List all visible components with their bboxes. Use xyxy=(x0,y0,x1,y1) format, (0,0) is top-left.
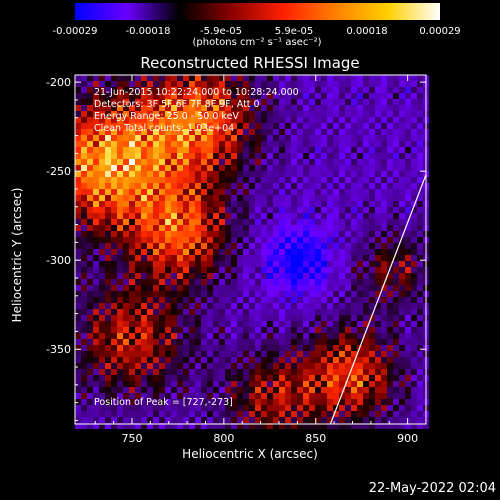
colorbar-tick-label: 5.9e-05 xyxy=(274,26,314,37)
x-tick-label: 800 xyxy=(213,432,234,445)
plot-frame xyxy=(74,74,427,425)
y-tick-label: -350 xyxy=(46,343,71,356)
colorbar xyxy=(75,3,440,20)
colorbar-tick-label: 0.00018 xyxy=(346,26,388,37)
colorbar-tick-label: -5.9e-05 xyxy=(200,26,242,37)
timestamp: 22-May-2022 02:04 xyxy=(368,481,496,496)
detectors-annotation: Detectors: 3F 5F 6F 7F 8F 9F, Att 0 xyxy=(94,99,260,110)
colorbar-tick-label: 0.00029 xyxy=(419,26,461,37)
y-tick-label: -250 xyxy=(46,165,71,178)
time-range-annotation: 21-Jun-2015 10:22:24.000 to 10:28:24.000 xyxy=(94,87,299,98)
colorbar-units: (photons cm⁻² s⁻¹ asec⁻²) xyxy=(192,37,322,48)
energy-range-annotation: Energy Range: 25.0 - 50.0 keV xyxy=(94,111,239,122)
x-tick-label: 850 xyxy=(305,432,326,445)
counts-annotation: Clean Total counts: 1.03e+04 xyxy=(94,123,235,134)
colorbar-tick-label: -0.00018 xyxy=(125,26,171,37)
heatmap-image xyxy=(75,75,429,429)
colorbar-tick-label: -0.00029 xyxy=(52,26,98,37)
solar-limb-line xyxy=(329,174,427,425)
chart-title: Reconstructed RHESSI Image xyxy=(140,54,360,72)
x-tick-label: 900 xyxy=(397,432,418,445)
x-axis-label: Heliocentric X (arcsec) xyxy=(182,447,318,461)
x-tick-label: 750 xyxy=(121,432,142,445)
y-tick-label: -300 xyxy=(46,254,71,267)
y-tick-label: -200 xyxy=(46,76,71,89)
peak-annotation: Position of Peak = [727,-273] xyxy=(94,397,233,408)
y-axis-label: Heliocentric Y (arcsec) xyxy=(10,187,24,323)
